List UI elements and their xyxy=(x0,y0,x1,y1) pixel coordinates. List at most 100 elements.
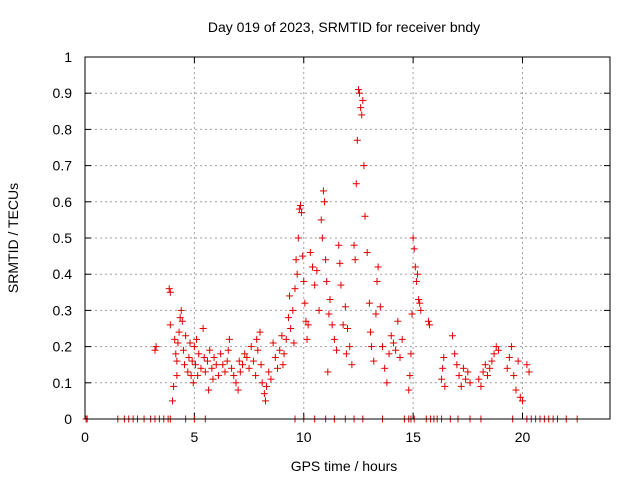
data-point xyxy=(243,353,251,361)
data-point xyxy=(184,368,192,376)
data-point xyxy=(287,325,295,332)
data-point xyxy=(376,303,384,311)
data-point xyxy=(379,343,386,351)
x-tick-label: 20 xyxy=(515,429,531,445)
data-point xyxy=(405,386,413,394)
data-point xyxy=(342,350,350,358)
data-point xyxy=(426,321,434,329)
data-point xyxy=(301,299,309,307)
data-point xyxy=(510,372,518,380)
data-point xyxy=(512,386,520,394)
data-point xyxy=(249,357,257,365)
x-tick-label: 10 xyxy=(296,429,312,445)
data-point xyxy=(274,364,281,372)
data-point xyxy=(321,198,329,206)
data-point xyxy=(292,256,300,264)
data-point xyxy=(323,277,331,285)
data-point xyxy=(280,350,288,358)
data-point xyxy=(261,397,269,405)
data-point xyxy=(341,303,349,311)
x-tick-label: 15 xyxy=(405,429,421,445)
data-point xyxy=(484,372,491,380)
data-point xyxy=(416,299,424,307)
data-point xyxy=(269,339,277,347)
data-point xyxy=(234,386,242,394)
data-point xyxy=(333,346,341,354)
data-point xyxy=(170,382,178,390)
data-point xyxy=(224,346,232,354)
data-point xyxy=(151,346,159,354)
data-point xyxy=(359,96,367,104)
data-point xyxy=(165,285,173,293)
data-point xyxy=(271,353,279,361)
data-point xyxy=(194,372,202,380)
data-point xyxy=(462,375,470,383)
data-point xyxy=(182,332,190,340)
data-point xyxy=(187,372,195,380)
x-tick-label: 0 xyxy=(81,429,89,445)
data-point xyxy=(179,346,187,354)
data-point xyxy=(318,234,326,242)
data-point xyxy=(214,372,222,380)
data-point xyxy=(253,335,261,343)
data-point xyxy=(171,335,179,343)
data-point xyxy=(508,343,516,351)
data-point xyxy=(212,361,220,369)
data-point xyxy=(299,252,307,260)
data-point xyxy=(172,350,180,358)
data-point xyxy=(201,368,209,376)
y-tick-label: 0.5 xyxy=(53,230,73,246)
data-point xyxy=(339,321,347,329)
data-point xyxy=(257,361,265,369)
data-point xyxy=(398,335,406,343)
data-point xyxy=(407,350,415,358)
data-point xyxy=(354,86,362,94)
data-point xyxy=(232,379,240,387)
data-point xyxy=(204,357,211,365)
data-point xyxy=(166,288,174,296)
data-point xyxy=(181,361,189,369)
data-point xyxy=(374,263,382,271)
data-point xyxy=(494,346,502,354)
data-point xyxy=(505,353,513,361)
data-point xyxy=(306,248,314,256)
data-point xyxy=(365,299,373,307)
data-point xyxy=(475,375,483,383)
plot-frame xyxy=(84,56,611,420)
data-point xyxy=(477,382,485,390)
y-tick-label: 1 xyxy=(64,49,72,65)
data-point xyxy=(225,335,233,343)
data-point xyxy=(414,270,421,278)
data-point xyxy=(193,335,201,343)
data-point xyxy=(352,180,360,188)
data-point xyxy=(195,350,203,358)
data-point xyxy=(152,343,160,351)
data-point xyxy=(451,350,459,358)
data-point xyxy=(309,263,316,271)
data-point xyxy=(389,339,397,347)
data-point xyxy=(457,382,465,390)
data-point xyxy=(479,368,487,376)
data-point xyxy=(335,241,343,249)
chart-title: Day 019 of 2023, SRMTID for receiver bnd… xyxy=(208,19,480,35)
data-point xyxy=(298,209,306,217)
data-point xyxy=(178,317,186,325)
data-point xyxy=(289,306,297,314)
data-point xyxy=(295,205,303,213)
data-point xyxy=(409,234,417,242)
data-point xyxy=(252,372,260,380)
data-point xyxy=(412,277,420,285)
y-tick-label: 0.2 xyxy=(53,339,73,355)
y-tick-label: 0.3 xyxy=(53,302,73,318)
data-point xyxy=(191,361,199,369)
data-point xyxy=(199,325,207,332)
data-point xyxy=(408,310,416,318)
y-tick-label: 0.9 xyxy=(53,85,73,101)
data-point xyxy=(381,364,389,372)
data-point xyxy=(346,343,354,351)
y-tick-label: 0.7 xyxy=(53,158,73,174)
data-point xyxy=(217,350,225,358)
data-point xyxy=(303,335,311,343)
data-point xyxy=(383,379,391,387)
data-point xyxy=(286,292,294,300)
